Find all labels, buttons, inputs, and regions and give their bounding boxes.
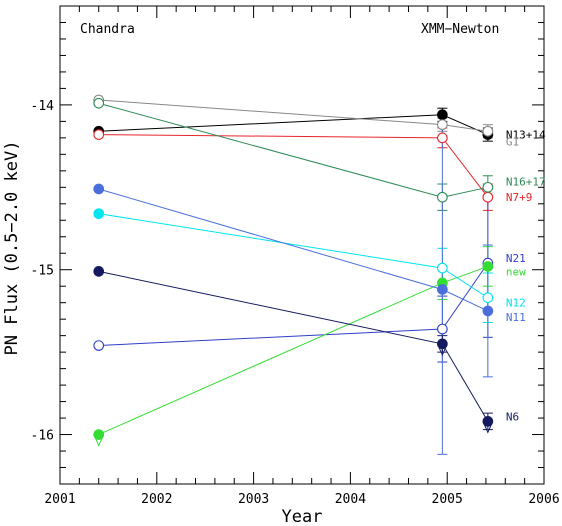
- data-point-n11: [482, 305, 494, 317]
- x-axis-title: Year: [282, 507, 323, 526]
- data-point-n6: [437, 338, 448, 350]
- series-line-n6: [98, 270, 489, 422]
- data-point-g1: [482, 125, 494, 137]
- data-point-n11: [93, 183, 105, 195]
- series-label-g1: G1: [506, 135, 519, 148]
- series-label-n6: N6: [506, 410, 519, 423]
- series-label-n13-14: N13+14: [506, 129, 546, 142]
- upper-limit-arrow-n6: [483, 423, 493, 434]
- series-label-n11: N11: [506, 311, 526, 324]
- data-point-n12: [437, 262, 448, 274]
- series-line-n7-9: [98, 134, 489, 198]
- data-point-n6: [482, 416, 494, 427]
- series-label-n16-17: N16+17: [506, 175, 546, 188]
- data-point-n12: [482, 292, 494, 304]
- axis-ticks: [59, 5, 545, 485]
- data-point-n7-9: [93, 129, 105, 140]
- series-label-n21: N21: [506, 252, 526, 265]
- panel-label-chandra: Chandra: [80, 22, 135, 37]
- data-point-n7-9: [482, 191, 494, 203]
- data-point-n16-17: [93, 97, 105, 109]
- x-tick-label: 2004: [335, 492, 366, 507]
- x-tick-label: 2006: [528, 492, 559, 507]
- data-point-n21: [93, 340, 105, 351]
- series-lines: [98, 99, 489, 436]
- series-line-n11: [98, 188, 489, 312]
- data-point-n21: [437, 323, 448, 335]
- x-tick-label: 2003: [238, 492, 269, 507]
- data-point-new: [482, 261, 494, 272]
- data-point-n13-14: [437, 109, 448, 121]
- data-point-n6: [93, 266, 105, 277]
- series-line-n16-17: [98, 102, 488, 198]
- upper-limit-arrow-new: [94, 436, 104, 447]
- y-tick-label: -16: [31, 429, 54, 444]
- series-line-n21: [98, 262, 489, 347]
- data-point-n16-17: [437, 191, 448, 203]
- series-label-n7-9: N7+9: [506, 191, 532, 204]
- axis-tick-labels: 2001 2002 2003 2004 2005 2006 -14 -15 -16: [31, 99, 560, 507]
- plot-frame: [59, 5, 545, 485]
- x-tick-label: 2005: [432, 492, 463, 507]
- series-line-new: [98, 265, 489, 436]
- y-tick-label: -14: [31, 99, 55, 114]
- y-axis-title: PN Flux (0.5−2.0 keV): [2, 141, 22, 356]
- y-tick-label: -15: [31, 264, 54, 279]
- data-point-n7-9: [437, 132, 448, 144]
- panel-label-xmm: XMM−Newton: [421, 22, 499, 37]
- data-point-new: [93, 429, 105, 440]
- series-line-n12: [98, 213, 489, 299]
- series-label-n12: N12: [506, 297, 526, 310]
- x-tick-label: 2002: [141, 492, 172, 507]
- series-line-n13-14: [98, 114, 489, 136]
- data-point-g1: [437, 119, 448, 131]
- x-tick-label: 2001: [44, 492, 75, 507]
- data-point-n16-17: [482, 181, 494, 193]
- series-label-new: new: [506, 265, 526, 278]
- data-point-n11: [437, 284, 448, 295]
- data-point-n12: [93, 208, 105, 220]
- data-markers: [93, 94, 494, 447]
- upper-limit-arrow-n6: [437, 345, 447, 357]
